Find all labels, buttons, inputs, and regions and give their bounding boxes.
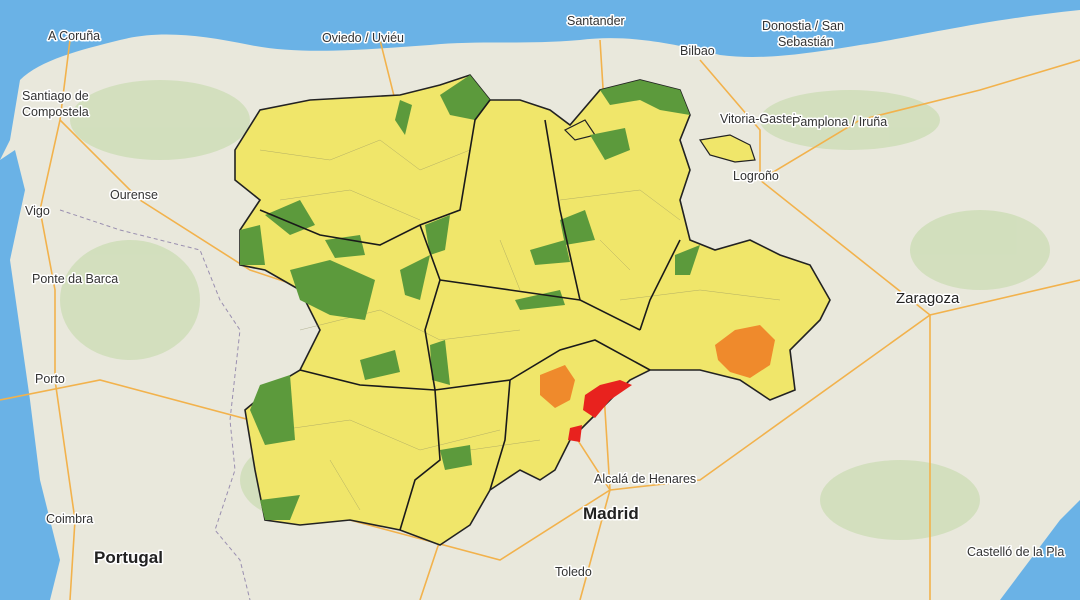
sea (0, 0, 1080, 160)
region (234, 74, 831, 546)
ocean (0, 150, 60, 600)
place-label: Santander (567, 14, 625, 28)
place-labels: A Coruña Oviedo / Uviéu Santander Bilbao… (21, 13, 1066, 581)
place-label: Castelló de la Pla (967, 545, 1064, 559)
place-label: Bilbao (680, 44, 715, 58)
place-label: Donostia / San Sebastián (762, 19, 844, 49)
sea (1000, 500, 1080, 600)
place-label: Pamplona / Iruña (792, 115, 887, 129)
orange-zone (540, 365, 575, 408)
orange-zone (715, 325, 775, 378)
place-label: Vigo (25, 204, 50, 218)
place-label: Ponte da Barca (32, 272, 118, 286)
place-label: Alcalá de Henares (594, 472, 696, 486)
place-label: A Coruña (48, 29, 100, 43)
green-zones (240, 75, 700, 520)
place-label: Toledo (555, 565, 592, 579)
province-borders (259, 99, 681, 531)
place-label: Vitoria-Gasteiz (720, 112, 802, 126)
place-label: Oviedo / Uviéu (322, 31, 404, 45)
red-zone (568, 425, 582, 442)
place-label: Porto (35, 372, 65, 386)
place-label: Madrid (583, 504, 639, 523)
place-label: Santiago de Compostela (22, 89, 89, 119)
enclave (698, 134, 756, 163)
red-zone (583, 380, 632, 418)
place-label: Portugal (94, 548, 163, 567)
municipal-borders (259, 139, 781, 511)
place-label: Zaragoza (896, 290, 960, 307)
country-border (59, 209, 251, 600)
place-label: Ourense (110, 188, 158, 202)
place-label: Logroño (733, 169, 779, 183)
place-label: Coimbra (46, 512, 93, 526)
